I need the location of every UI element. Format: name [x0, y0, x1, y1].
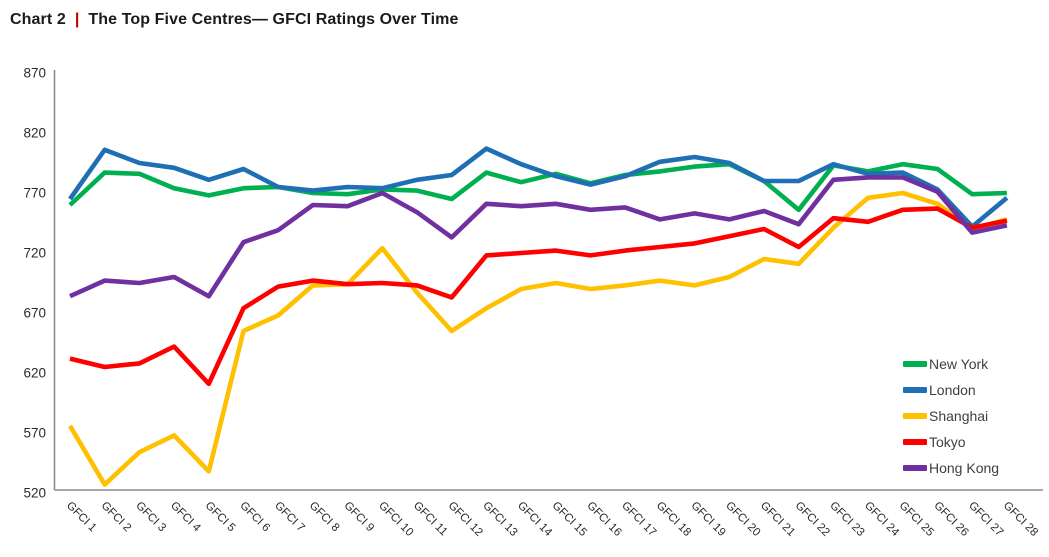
x-tick-label: GFCI 2 — [99, 500, 134, 535]
x-tick-label: GFCI 15 — [550, 500, 589, 539]
x-tick-label: GFCI 5 — [203, 500, 238, 535]
legend-item-tokyo: Tokyo — [903, 429, 1043, 455]
x-tick-label: GFCI 3 — [133, 500, 168, 535]
x-tick-label: GFCI 23 — [827, 500, 866, 539]
x-tick-label: GFCI 8 — [307, 500, 342, 535]
chart-title-separator: | — [74, 11, 80, 28]
legend-swatch-tokyo — [903, 439, 927, 445]
x-tick-label: GFCI 6 — [237, 500, 272, 535]
series-line-tokyo — [69, 206, 1008, 387]
x-tick-label: GFCI 20 — [723, 500, 762, 539]
legend-label-hong-kong: Hong Kong — [929, 460, 1000, 476]
x-tick-label: GFCI 16 — [584, 500, 623, 539]
x-tick-label: GFCI 19 — [688, 500, 727, 539]
legend-swatch-new-york — [903, 361, 927, 367]
legend-label-london: London — [929, 382, 976, 398]
legend-label-tokyo: Tokyo — [929, 434, 966, 450]
legend-swatch-shanghai — [903, 413, 927, 419]
chart-title-prefix: Chart 2 — [10, 11, 66, 28]
series-line-shanghai — [68, 190, 1008, 487]
y-tick-label: 570 — [23, 426, 46, 441]
y-tick-label: 820 — [23, 126, 46, 141]
legend-item-hong-kong: Hong Kong — [903, 455, 1043, 481]
x-tick-label: GFCI 14 — [515, 500, 555, 540]
x-tick-label: GFCI 27 — [966, 500, 1005, 539]
x-tick-label: GFCI 17 — [619, 500, 658, 539]
y-tick-label: 870 — [23, 66, 46, 81]
x-tick-label: GFCI 11 — [411, 500, 450, 539]
x-tick-label: GFCI 10 — [376, 500, 415, 539]
legend-item-london: London — [903, 377, 1043, 403]
chart-title-text: The Top Five Centres— GFCI Ratings Over … — [88, 11, 459, 28]
legend-item-new-york: New York — [903, 351, 1043, 377]
legend-swatch-london — [903, 387, 927, 393]
y-tick-label: 720 — [23, 246, 46, 261]
x-tick-label: GFCI 12 — [446, 500, 485, 539]
x-tick-label: GFCI 9 — [341, 500, 376, 535]
legend-label-shanghai: Shanghai — [929, 408, 989, 424]
series-line-london — [68, 146, 1009, 229]
x-tick-label: GFCI 28 — [1001, 500, 1040, 539]
legend-swatch-hong-kong — [903, 465, 927, 471]
x-tick-label: GFCI 18 — [654, 500, 693, 539]
legend: New York London Shanghai Tokyo Hong Kong — [903, 351, 1043, 481]
x-tick-label: GFCI 26 — [931, 500, 970, 539]
x-tick-label: GFCI 13 — [480, 500, 519, 539]
x-tick-label: GFCI 22 — [793, 500, 832, 539]
chart-title: Chart 2 | The Top Five Centres— GFCI Ratin… — [10, 11, 459, 29]
y-tick-label: 520 — [23, 486, 46, 501]
x-tick-label: GFCI 1 — [64, 500, 99, 535]
x-tick-label: GFCI 7 — [272, 500, 307, 535]
series-line-hong-kong — [69, 175, 1008, 299]
x-tick-label: GFCI 21 — [758, 500, 797, 539]
y-tick-label: 670 — [23, 306, 46, 321]
y-tick-label: 620 — [23, 366, 46, 381]
x-tick-label: GFCI 4 — [168, 500, 203, 535]
legend-item-shanghai: Shanghai — [903, 403, 1043, 429]
legend-label-new-york: New York — [929, 356, 989, 372]
x-tick-label: GFCI 25 — [897, 500, 936, 539]
y-tick-label: 770 — [23, 186, 46, 201]
x-tick-label: GFCI 24 — [862, 500, 902, 540]
